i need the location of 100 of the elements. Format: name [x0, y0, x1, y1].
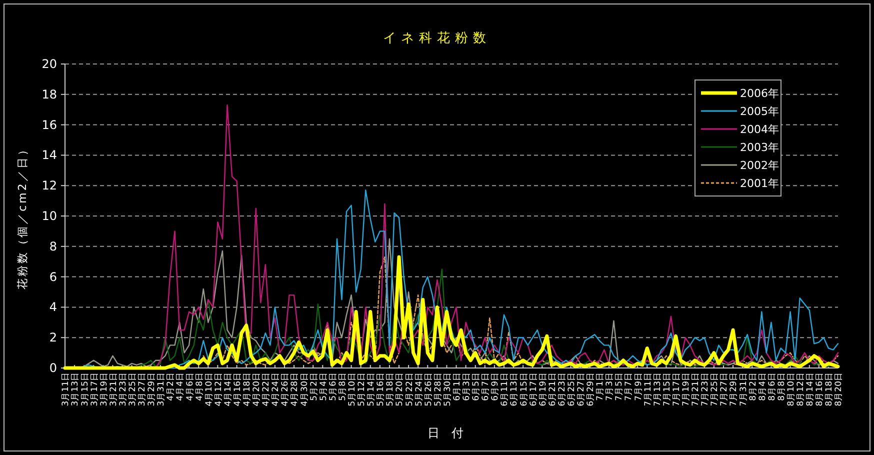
- y-tick-label: 4: [49, 300, 57, 314]
- x-tick-label: 6月21日: [548, 372, 558, 406]
- x-tick-label: 7月29日: [729, 372, 740, 406]
- x-tick-label: 7月9日: [634, 372, 644, 401]
- x-tick-label: 5月12日: [357, 372, 368, 406]
- chart-title: イネ科花粉数: [383, 31, 491, 46]
- x-tick-label: 4月8日: [194, 372, 205, 401]
- x-tick-label: 5月30日: [442, 372, 453, 406]
- x-tick-label: 3月31日: [156, 372, 167, 406]
- x-tick-label: 8月20日: [834, 372, 844, 406]
- x-tick-label: 6月15日: [519, 372, 530, 406]
- x-tick-label: 6月13日: [510, 372, 520, 406]
- legend-label: 2004年: [740, 123, 779, 136]
- y-tick-label: 0: [49, 361, 57, 375]
- y-tick-label: 6: [49, 270, 57, 284]
- x-tick-label: 4月4日: [176, 372, 186, 401]
- legend-label: 2003年: [740, 141, 779, 154]
- x-tick-label: 4月18日: [242, 372, 253, 406]
- x-tick-label: 8月8日: [776, 372, 787, 401]
- y-tick-label: 8: [49, 239, 57, 254]
- x-tick-label: 8月18日: [824, 372, 835, 406]
- x-tick-label: 6月1日: [452, 372, 462, 401]
- x-tick-label: 5月6日: [328, 372, 338, 401]
- y-tick-label: 2: [49, 330, 57, 345]
- x-tick-label: 7月5日: [614, 372, 625, 401]
- x-tick-label: 6月27日: [576, 372, 587, 406]
- x-tick-label: 5月16日: [376, 372, 386, 406]
- x-tick-label: 4月10日: [204, 372, 214, 406]
- x-tick-label: 6月9日: [490, 372, 501, 401]
- x-tick-label: 8月6日: [767, 372, 778, 401]
- y-tick-label: 14: [42, 148, 57, 162]
- x-tick-label: 7月3日: [605, 372, 616, 401]
- x-tick-label: 5月28日: [433, 372, 444, 406]
- legend-label: 2006年: [740, 87, 779, 100]
- y-tick-label: 10: [42, 209, 57, 223]
- x-tick-label: 6月25日: [566, 372, 577, 406]
- x-tick-label: 3月15日: [80, 372, 90, 406]
- x-tick-label: 5月22日: [404, 372, 415, 406]
- x-tick-label: 4月22日: [262, 372, 272, 406]
- legend-label: 2005年: [740, 105, 779, 118]
- x-tick-label: 4月26日: [280, 372, 291, 406]
- x-tick-label: 7月7日: [624, 372, 634, 401]
- x-tick-label: 3月19日: [99, 372, 110, 406]
- x-tick-label: 5月20日: [395, 372, 406, 406]
- x-tick-label: 3月25日: [128, 372, 138, 406]
- x-tick-label: 4月28日: [290, 372, 300, 406]
- x-tick-label: 7月1日: [596, 372, 606, 401]
- x-tick-label: 7月15日: [662, 372, 672, 406]
- x-tick-label: 4月16日: [232, 372, 243, 406]
- x-tick-label: 8月2日: [748, 372, 758, 401]
- x-tick-label: 5月14日: [366, 372, 377, 406]
- x-tick-label: 6月3日: [462, 372, 472, 401]
- y-tick-label: 20: [42, 57, 57, 71]
- x-tick-label: 8月10日: [786, 372, 796, 406]
- x-tick-label: 7月21日: [691, 372, 702, 406]
- legend-label: 2002年: [740, 159, 779, 172]
- x-tick-label: 7月11日: [643, 372, 654, 406]
- y-axis-title: 花粉数（個／cm2／日）: [16, 142, 29, 290]
- x-tick-label: 7月27日: [720, 372, 730, 406]
- x-tick-label: 7月31日: [738, 372, 749, 406]
- x-tick-label: 8月16日: [815, 372, 826, 406]
- x-tick-label: 4月20日: [252, 372, 262, 406]
- y-tick-label: 12: [42, 178, 57, 193]
- x-tick-label: 6月29日: [586, 372, 596, 406]
- x-tick-label: 8月4日: [758, 372, 768, 401]
- y-tick-label: 16: [42, 118, 57, 132]
- x-tick-label: 8月14日: [806, 372, 816, 406]
- x-tick-label: 4月2日: [166, 372, 176, 401]
- x-tick-label: 5月2日: [309, 372, 320, 401]
- x-tick-label: 6月11日: [500, 372, 510, 406]
- x-tick-label: 7月17日: [672, 372, 682, 406]
- x-tick-label: 5月26日: [424, 372, 434, 406]
- x-tick-label: 6月19日: [538, 372, 548, 406]
- x-tick-label: 7月23日: [700, 372, 711, 406]
- x-tick-label: 5月24日: [414, 372, 424, 406]
- x-tick-label: 4月24日: [271, 372, 282, 406]
- x-tick-label: 3月29日: [147, 372, 158, 406]
- x-tick-label: 6月17日: [528, 372, 539, 406]
- x-tick-label: 8月12日: [796, 372, 806, 406]
- x-tick-label: 3月21日: [108, 372, 119, 406]
- x-tick-label: 6月23日: [557, 372, 568, 406]
- y-tick-label: 18: [42, 87, 57, 102]
- x-axis-title: 日付: [428, 426, 476, 440]
- x-tick-label: 5月10日: [347, 372, 358, 406]
- x-tick-label: 3月27日: [138, 372, 148, 406]
- x-tick-label: 3月11日: [61, 372, 72, 406]
- x-tick-label: 7月19日: [682, 372, 692, 406]
- x-tick-label: 4月12日: [214, 372, 224, 406]
- x-tick-label: 5月8日: [338, 372, 348, 401]
- x-tick-label: 4月6日: [185, 372, 196, 401]
- x-tick-label: 7月25日: [710, 372, 720, 406]
- x-tick-label: 3月23日: [118, 372, 128, 406]
- legend-label: 2001年: [740, 177, 779, 190]
- x-tick-label: 3月13日: [70, 372, 81, 406]
- x-tick-label: 3月17日: [90, 372, 100, 406]
- x-tick-label: 6月5日: [472, 372, 482, 401]
- x-tick-label: 4月14日: [223, 372, 234, 406]
- x-tick-label: 4月30日: [300, 372, 310, 406]
- x-tick-label: 6月7日: [481, 372, 492, 401]
- x-tick-label: 5月18日: [386, 372, 396, 406]
